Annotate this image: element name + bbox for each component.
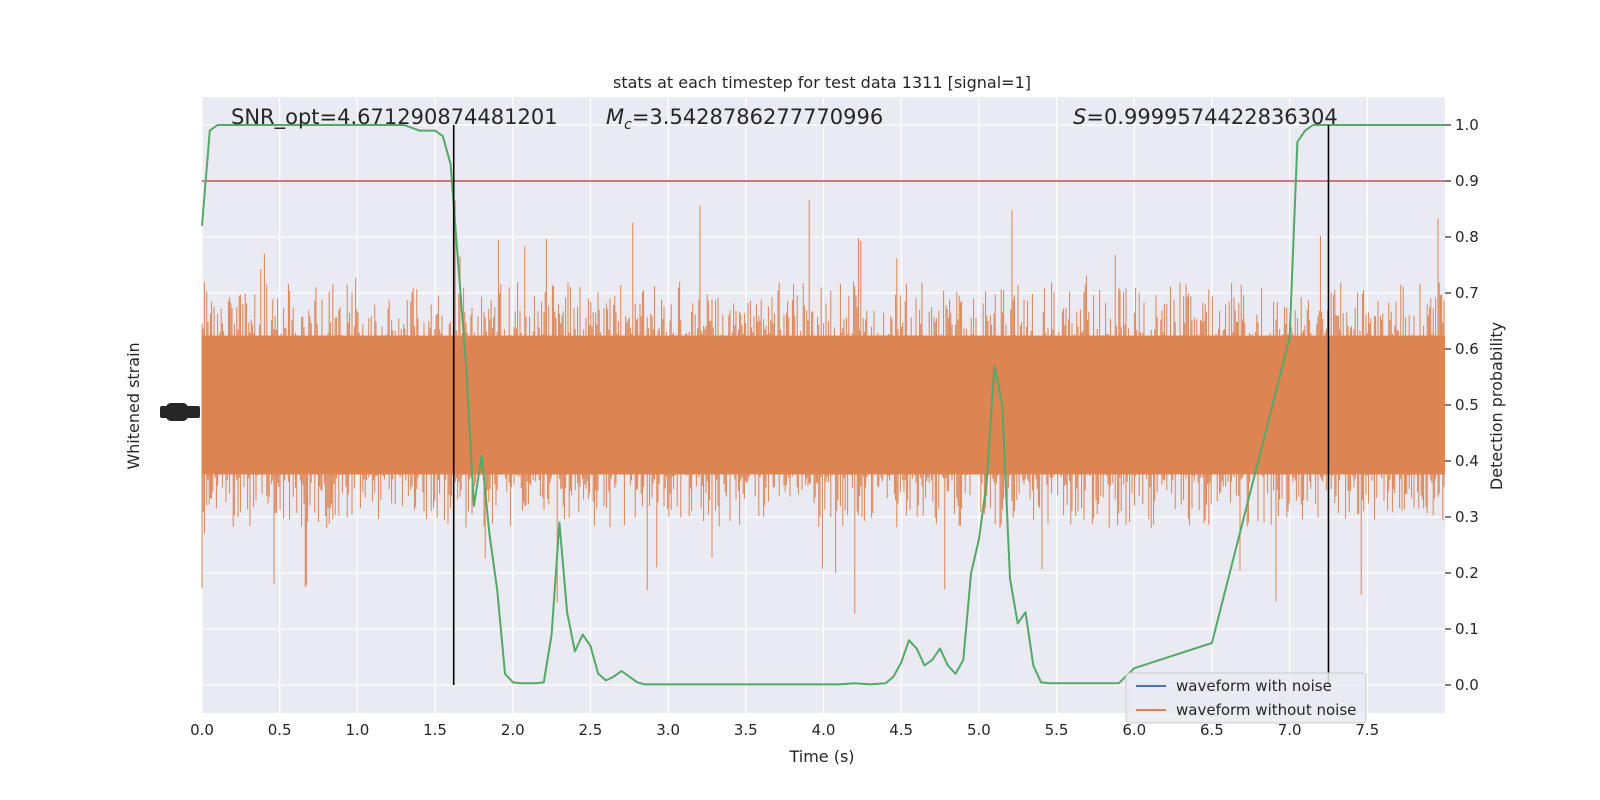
x-tick-label: 3.5 [734,721,758,739]
chirp-mass-annotation: Mc=3.5428786277770996 [606,105,883,133]
x-tick-label: 2.0 [501,721,525,739]
legend-box [1125,672,1367,724]
probability-series [201,124,1445,686]
score-symbol: S [1073,105,1086,129]
clean-strain-series [201,199,1445,614]
legend: waveform with noise waveform without noi… [1125,672,1367,724]
y-tick-label: 0.2 [1455,564,1479,582]
chirp-mass-symbol: M [606,105,624,129]
legend-label-clean: waveform without noise [1176,701,1356,719]
y-tick-label: 0.7 [1455,284,1479,302]
x-tick-label: 7.0 [1278,721,1302,739]
y-tick-label: 0.0 [1455,676,1479,694]
x-tick-label: 0.5 [268,721,292,739]
window-markers [452,125,1330,685]
x-tick-label: 3.0 [656,721,680,739]
x-tick-label: 5.5 [1045,721,1069,739]
y-tick-label: 0.5 [1455,396,1479,414]
score-value: =0.9999574422836304 [1086,105,1337,129]
score-annotation: S=0.9999574422836304 [1073,105,1338,129]
x-tick-label: 1.5 [423,721,447,739]
x-tick-label: 0.0 [190,721,214,739]
y-tick-label: 0.4 [1455,452,1479,470]
y-tick-label: 0.3 [1455,508,1479,526]
y-tick-label: 0.8 [1455,228,1479,246]
x-tick-label: 4.0 [812,721,836,739]
x-tick-label: 5.0 [967,721,991,739]
x-axis-label: Time (s) [788,747,854,766]
chirp-mass-value: =3.5428786277770996 [632,105,883,129]
chart-title: stats at each timestep for test data 131… [613,73,1031,92]
y-tick-label: 0.1 [1455,620,1479,638]
legend-label-noise: waveform with noise [1176,677,1332,695]
right-axis-ticks: 0.0 0.1 0.2 0.3 0.4 0.5 0.6 0.7 0.8 0.9 1.0 [1445,116,1479,694]
x-tick-label: 4.5 [889,721,913,739]
x-tick-label: 2.5 [579,721,603,739]
chirp-mass-subscript: c [624,117,632,133]
snr-annotation: SNR_opt=4.671290874481201 [231,105,558,130]
right-axis-label: Detection probability [1487,322,1506,490]
clean-strain-trace [201,199,1445,614]
x-tick-label: 1.0 [345,721,369,739]
y-tick-label: 0.9 [1455,172,1479,190]
x-tick-label: 6.0 [1122,721,1146,739]
y-tick-label: 1.0 [1455,116,1479,134]
left-axis-label: Whitened strain [124,342,143,469]
x-tick-label: 7.5 [1355,721,1379,739]
x-tick-label: 6.5 [1200,721,1224,739]
left-axis-ticks [160,403,200,421]
probability-line [201,124,1445,686]
y-tick-label: 0.6 [1455,340,1479,358]
x-axis-ticks: 0.0 0.5 1.0 1.5 2.0 2.5 3.0 3.5 4.0 4.5 5.0 5.5 6.0 6… [190,721,1379,739]
